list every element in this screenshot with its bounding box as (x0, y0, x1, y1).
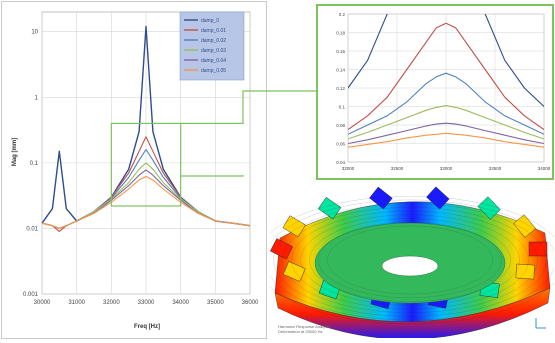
main-x-tick-label: 33000 (138, 300, 155, 306)
zoom-series-line-damp_0.03 (348, 105, 544, 140)
legend-label-damp_0.03: damp_0.03 (201, 48, 226, 54)
main-y-tick-label: 0.1 (30, 161, 39, 167)
ring-tooth (282, 215, 306, 238)
zoom-x-tick-label: 33500 (489, 166, 502, 171)
mesh-line (318, 222, 502, 298)
ring-tooth (282, 261, 306, 282)
main-chart-y-ticks: 10 1 0.1 0.01 0.001 (23, 30, 39, 298)
main-chart-panel: 10 1 0.1 0.01 0.001 30000 31000 32000 33000 3400… (1, 1, 267, 339)
ring-tooth (426, 186, 450, 210)
zoom-chart-x-ticks: 32000 32500 33000 33500 34000 (342, 166, 551, 171)
zoom-y-tick-label: 0.12 (336, 86, 345, 91)
zoom-region-box (110, 122, 182, 207)
ring-tooth (515, 263, 535, 280)
main-x-tick-label: 34000 (172, 300, 189, 306)
main-y-tick-label: 10 (31, 30, 38, 36)
zoom-x-tick-label: 33000 (440, 166, 453, 171)
ring-tooth (270, 238, 294, 260)
mesh-line (327, 225, 493, 295)
main-x-tick-label: 32000 (103, 300, 120, 306)
zoom-y-tick-label: 0.18 (336, 31, 345, 36)
main-y-tick-label: 0.01 (26, 226, 38, 232)
mesh-line (273, 203, 547, 317)
main-x-tick-label: 36000 (242, 300, 259, 306)
mesh-wireframe (255, 196, 555, 324)
zoom-series-line-damp_0.04 (348, 122, 544, 145)
zoom-chart-series (348, 14, 544, 148)
legend-label-damp_0.02: damp_0.02 (201, 38, 226, 44)
y-axis-title: Mag [mm] (12, 138, 18, 166)
zoomed-resonance-chart: 0.2 0.18 0.16 0.14 0.12 0.1 0.08 0.06 0.04 32000… (336, 12, 551, 171)
mesh-line (300, 214, 520, 306)
main-x-tick-label: 35000 (207, 300, 224, 306)
coordinate-triad (535, 318, 546, 329)
zoom-y-tick-label: 0.16 (336, 49, 345, 54)
zoomed-chart-panel: 0.2 0.18 0.16 0.14 0.12 0.1 0.08 0.06 0.04 32000… (316, 4, 554, 180)
ring-tooth (317, 197, 342, 220)
ring-tooth (369, 186, 393, 210)
ring-tooth (513, 214, 536, 238)
main-x-tick-label: 31000 (68, 300, 85, 306)
zoom-x-tick-label: 34000 (538, 166, 551, 171)
ring-tooth (528, 241, 548, 257)
chart-legend: damp_0 damp_0.01 damp_0.02 damp_0.03 damp_0.… (179, 11, 245, 81)
main-x-tick-label: 30000 (34, 300, 51, 306)
zoom-x-tick-label: 32000 (342, 166, 355, 171)
frequency-response-chart: 10 1 0.1 0.01 0.001 30000 31000 32000 33000 3400… (12, 11, 259, 330)
zoom-y-tick-label: 0.06 (336, 142, 345, 147)
mesh-caption-line-2: Deformation at 33000 Hz (278, 329, 322, 334)
mesh-line (291, 210, 529, 310)
main-y-tick-label: 0.001 (23, 292, 39, 298)
deformation-model-view: Harmonic Response Analysis Deformation a… (255, 178, 555, 340)
main-chart-x-ticks: 30000 31000 32000 33000 34000 35000 36000 (34, 300, 259, 306)
zoom-y-tick-label: 0.1 (339, 105, 346, 110)
main-y-tick-label: 1 (35, 95, 39, 101)
zoom-y-tick-label: 0.08 (336, 123, 345, 128)
x-axis-title: Freq [Hz] (134, 324, 160, 330)
zoom-y-tick-label: 0.2 (339, 12, 346, 17)
zoom-series-line-damp_0.02 (348, 72, 544, 135)
zoom-chart-y-ticks: 0.2 0.18 0.16 0.14 0.12 0.1 0.08 0.06 0.04 (336, 12, 345, 165)
legend-label-damp_0.05: damp_0.05 (201, 68, 226, 74)
ring-tooth (477, 196, 501, 220)
ring-inner-disk (314, 222, 506, 304)
zoom-y-tick-label: 0.04 (336, 160, 345, 165)
legend-label-damp_0.04: damp_0.04 (201, 58, 226, 64)
legend-box (179, 11, 245, 81)
zoom-series-line-damp_0.05 (348, 132, 544, 148)
center-hole (381, 255, 439, 277)
main-series-line-damp_0.05 (41, 175, 251, 229)
fea-mesh-render: Harmonic Response Analysis Deformation a… (255, 186, 555, 340)
mesh-line (309, 218, 511, 302)
zoom-chart-grid (347, 13, 545, 163)
legend-label-damp_0.01: damp_0.01 (201, 28, 226, 34)
mesh-line (282, 207, 538, 313)
main-chart-series (41, 25, 251, 232)
zoom-y-tick-label: 0.14 (336, 68, 345, 73)
mesh-caption-line-1: Harmonic Response Analysis (278, 324, 330, 329)
legend-label-damp_0: damp_0 (201, 18, 219, 24)
zoom-series-line-damp_0.01 (348, 22, 544, 131)
zoom-series-line-damp_0 (348, 14, 544, 107)
zoom-x-tick-label: 32500 (391, 166, 404, 171)
